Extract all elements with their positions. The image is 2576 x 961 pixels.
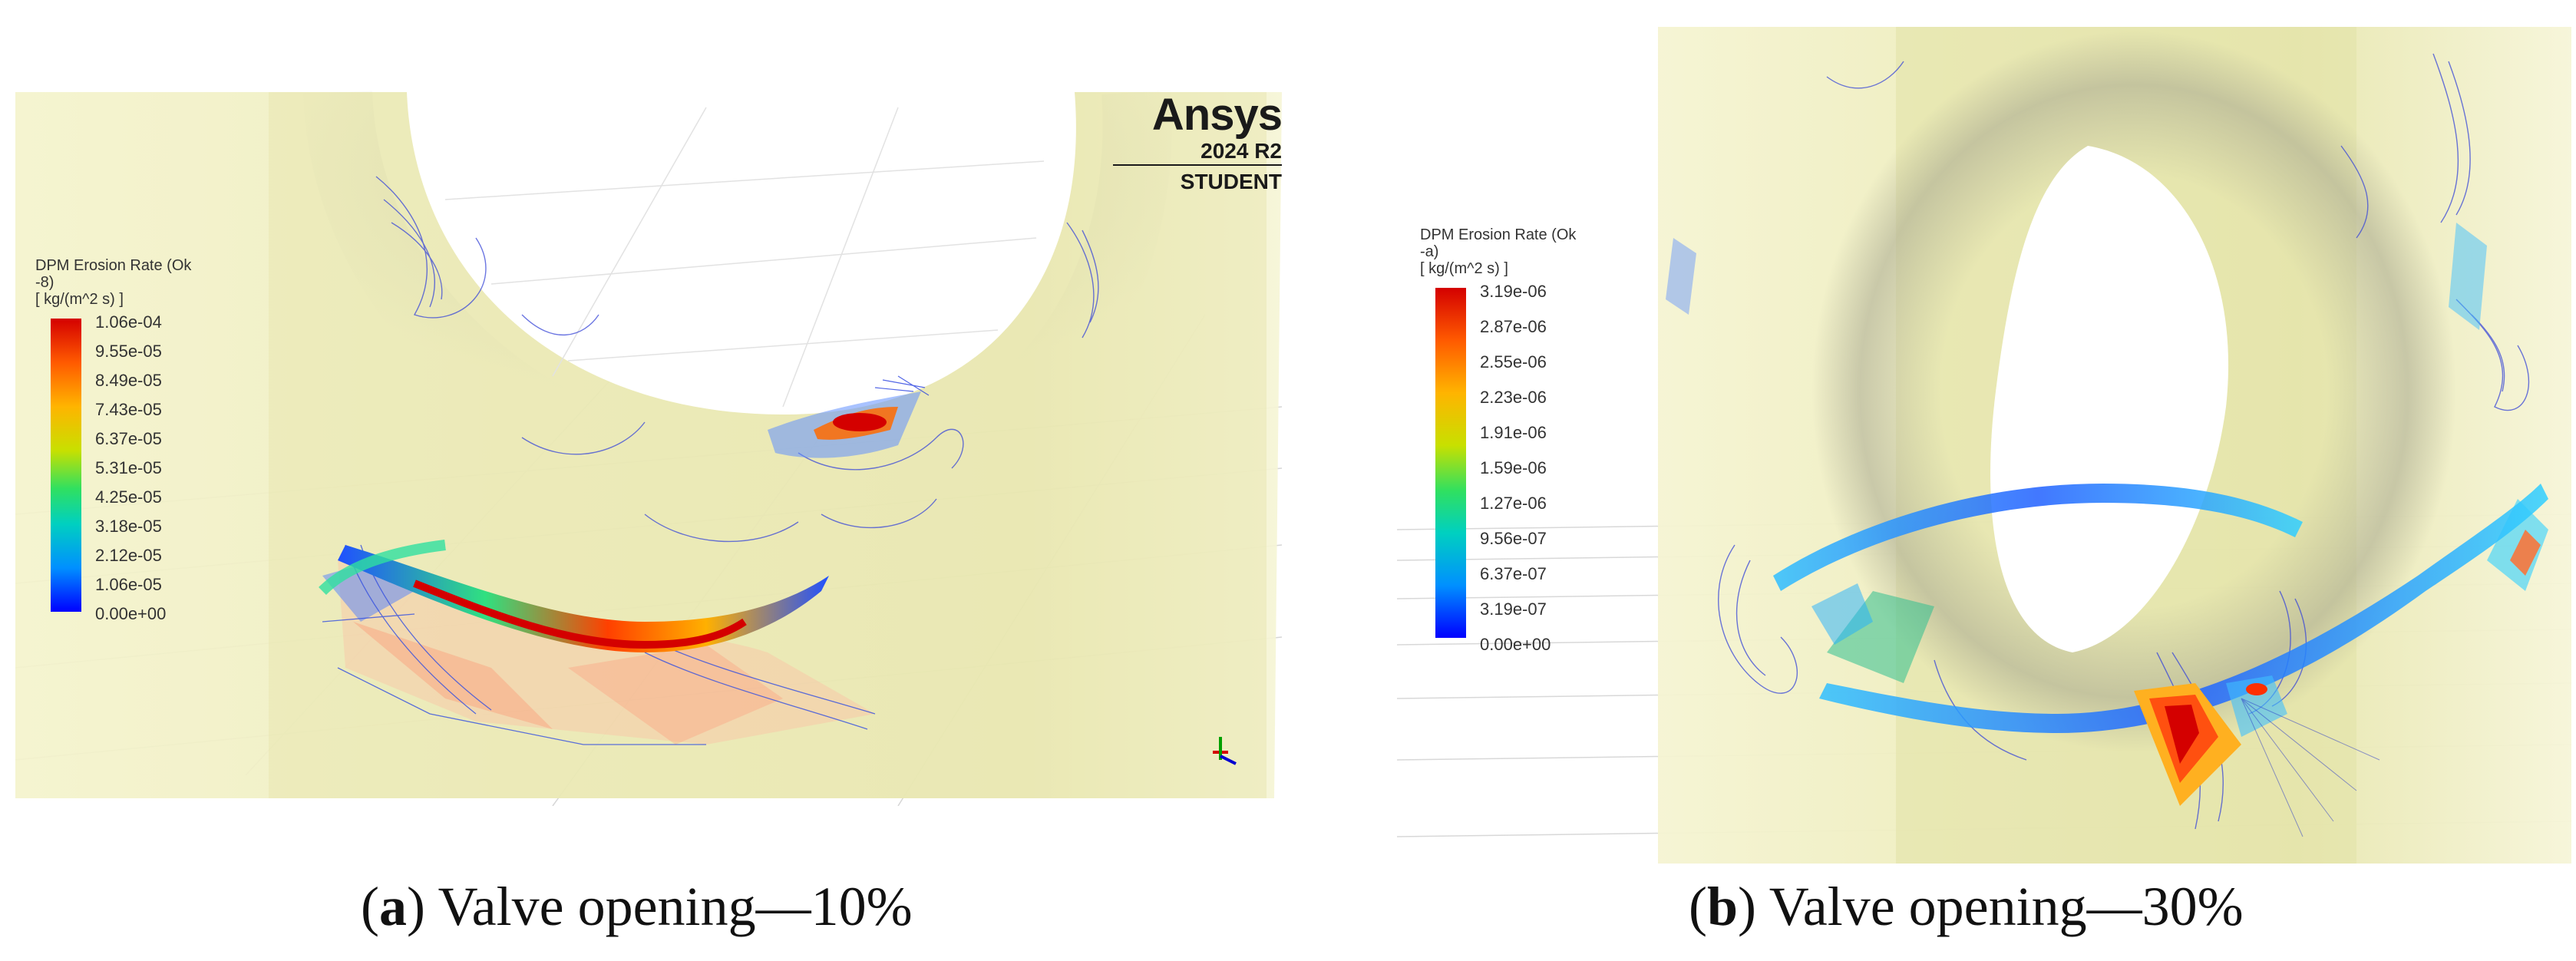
legend-b-tick: 2.23e-06 xyxy=(1480,388,1547,407)
legend-a-colorbar xyxy=(51,319,81,612)
legend-b-tick: 2.55e-06 xyxy=(1480,352,1547,372)
legend-b-tick: 3.19e-07 xyxy=(1480,599,1547,619)
legend-b-tick: 1.91e-06 xyxy=(1480,423,1547,442)
legend-a-tick: 8.49e-05 xyxy=(95,371,162,390)
bore-grid xyxy=(444,107,1045,408)
legend-b-tick: 6.37e-07 xyxy=(1480,564,1547,583)
legend-a-tick: 7.43e-05 xyxy=(95,400,162,419)
legend-a-tick: 9.55e-05 xyxy=(95,342,162,361)
disc-blade-lower xyxy=(1819,484,2548,733)
caption-b: (b) Valve opening—30% xyxy=(1689,876,2244,937)
legend-b-tick: 1.27e-06 xyxy=(1480,494,1547,513)
contour-lines-upper xyxy=(375,176,1099,543)
panel-b-scene xyxy=(1397,27,2571,864)
streaklines-b xyxy=(2241,698,2380,837)
valve-bore-b xyxy=(1990,146,2229,652)
erosion-disc-lower xyxy=(319,540,876,745)
legend-a-tick: 6.37e-05 xyxy=(95,429,162,448)
logo-name: Ansys xyxy=(1151,90,1282,140)
legend-b-colorbar xyxy=(1435,288,1466,638)
legend-a-tick: 3.18e-05 xyxy=(95,517,162,536)
caption-a-text: Valve opening—10% xyxy=(424,876,913,937)
logo-version: 2024 R2 xyxy=(1200,139,1282,163)
erosion-hotspot-b xyxy=(2134,675,2287,806)
panel-b-render: DPM Erosion Rate (Ok -a) [ kg/(m^2 s) ] … xyxy=(1397,23,2571,867)
legend-b-title: DPM Erosion Rate (Ok -a) [ kg/(m^2 s) ] xyxy=(1420,226,1577,277)
erosion-patch-upper xyxy=(768,375,930,458)
legend-b-tick: 0.00e+00 xyxy=(1480,635,1551,654)
legend-b-tick: 9.56e-07 xyxy=(1480,529,1547,548)
legend-b: DPM Erosion Rate (Ok -a) [ kg/(m^2 s) ] … xyxy=(1420,226,1577,654)
caption-b-text: Valve opening—30% xyxy=(1756,876,2244,937)
legend-a: DPM Erosion Rate (Ok -8) [ kg/(m^2 s) ] … xyxy=(35,257,192,623)
disc-blade-upper xyxy=(1773,484,2303,591)
panel-a-render: DPM Erosion Rate (Ok -8) [ kg/(m^2 s) ] … xyxy=(15,84,1282,806)
caption-a-letter: a xyxy=(378,876,407,937)
logo-edition: STUDENT xyxy=(1113,164,1282,195)
legend-b-tick: 3.19e-06 xyxy=(1480,282,1547,301)
legend-a-tick: 1.06e-04 xyxy=(95,312,162,332)
legend-a-tick: 1.06e-05 xyxy=(95,575,162,594)
legend-a-tick: 0.00e+00 xyxy=(95,604,167,623)
legend-a-title: DPM Erosion Rate (Ok -8) [ kg/(m^2 s) ] xyxy=(35,257,192,308)
ansys-logo: Ansys 2024 R2 STUDENT xyxy=(1113,92,1282,195)
erosion-lobes-b xyxy=(1666,223,2548,683)
axis-triad xyxy=(1213,737,1237,765)
legend-a-tick: 5.31e-05 xyxy=(95,458,162,477)
legend-a-tick: 2.12e-05 xyxy=(95,546,162,565)
contour-lines-b xyxy=(1718,53,2530,830)
caption-a: (a) Valve opening—10% xyxy=(361,876,913,937)
legend-b-tick: 1.59e-06 xyxy=(1480,458,1547,477)
legend-a-tick: 4.25e-05 xyxy=(95,487,162,507)
panel-a-scene xyxy=(15,89,1282,806)
legend-b-tick: 2.87e-06 xyxy=(1480,317,1547,336)
caption-b-letter: b xyxy=(1706,876,1739,937)
